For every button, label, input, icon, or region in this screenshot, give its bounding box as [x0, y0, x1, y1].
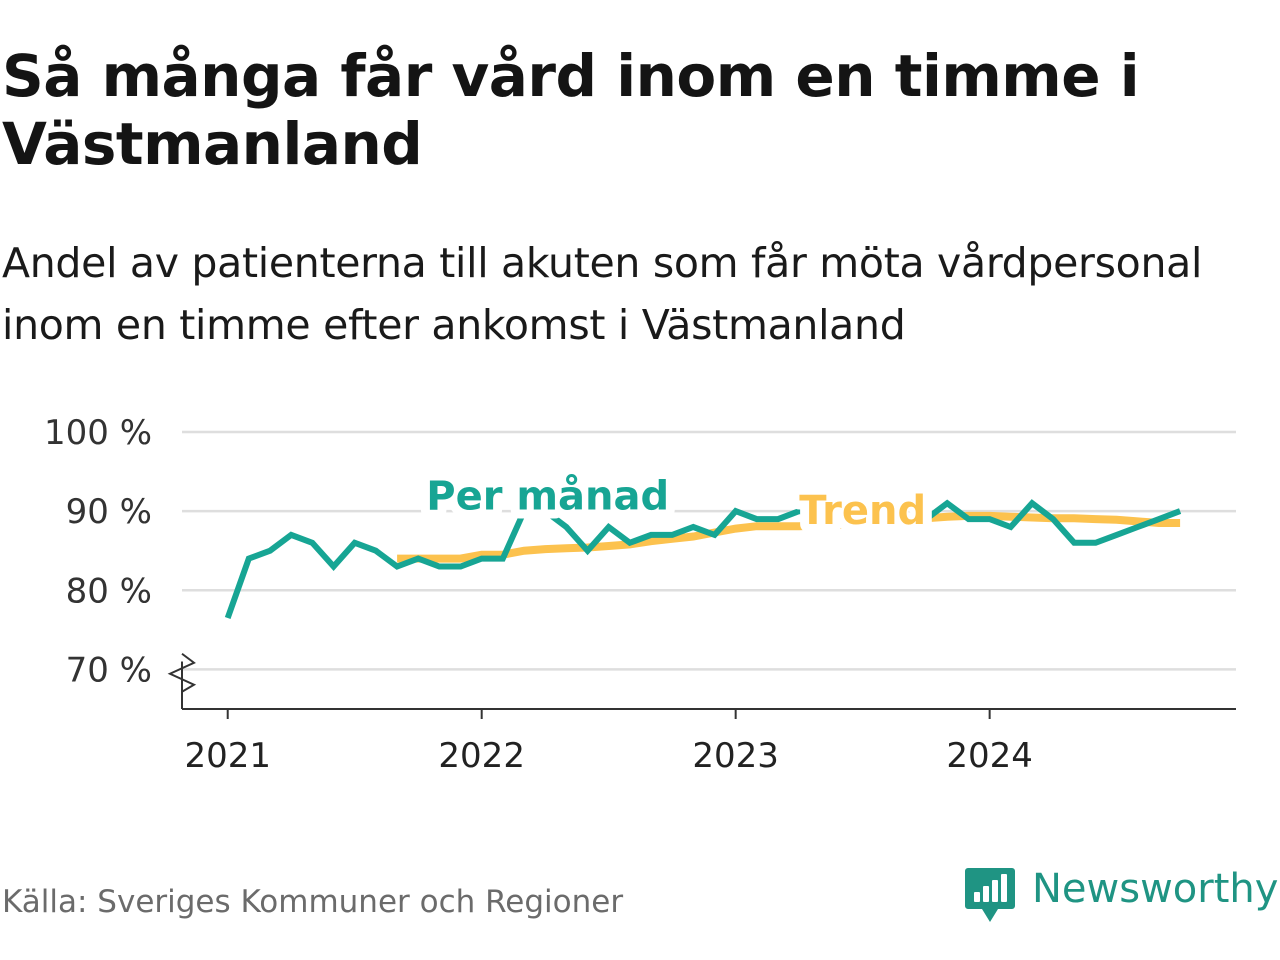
newsworthy-logo-icon [965, 868, 1015, 922]
series-labels: Per månad Trend [417, 464, 935, 543]
brand-name: Newsworthy [1032, 866, 1279, 912]
y-tick-label: 70 % [66, 650, 152, 690]
x-axis-ticks: 2021 2022 2023 2024 [184, 709, 1033, 776]
chart-subtitle: Andel av patienterna till akuten som får… [2, 239, 1203, 349]
axis-break-icon [167, 652, 197, 693]
x-axis [167, 652, 1236, 710]
gridlines [182, 430, 1236, 671]
y-axis-ticks: 70 % 80 % 90 % 100 % [44, 413, 152, 690]
y-tick-label: 90 % [66, 492, 152, 532]
x-tick-label: 2024 [946, 736, 1033, 776]
y-tick-label: 80 % [66, 571, 152, 611]
series-label: Per månad [426, 473, 669, 520]
y-tick-label: 100 % [44, 413, 152, 453]
source-note: Källa: Sveriges Kommuner och Regioner [2, 884, 624, 920]
series-lines [224, 499, 1182, 620]
x-tick-label: 2022 [438, 736, 525, 776]
line-chart: 70 % 80 % 90 % 100 % 2021 2022 2023 2024 Per m… [44, 413, 1236, 776]
x-tick-label: 2023 [692, 736, 779, 776]
series-line-per-manad [224, 499, 1182, 620]
chart-title: Så många får vård inom en timme i Västma… [2, 42, 1140, 178]
series-label: Trend [799, 488, 926, 534]
x-tick-label: 2021 [184, 736, 271, 776]
